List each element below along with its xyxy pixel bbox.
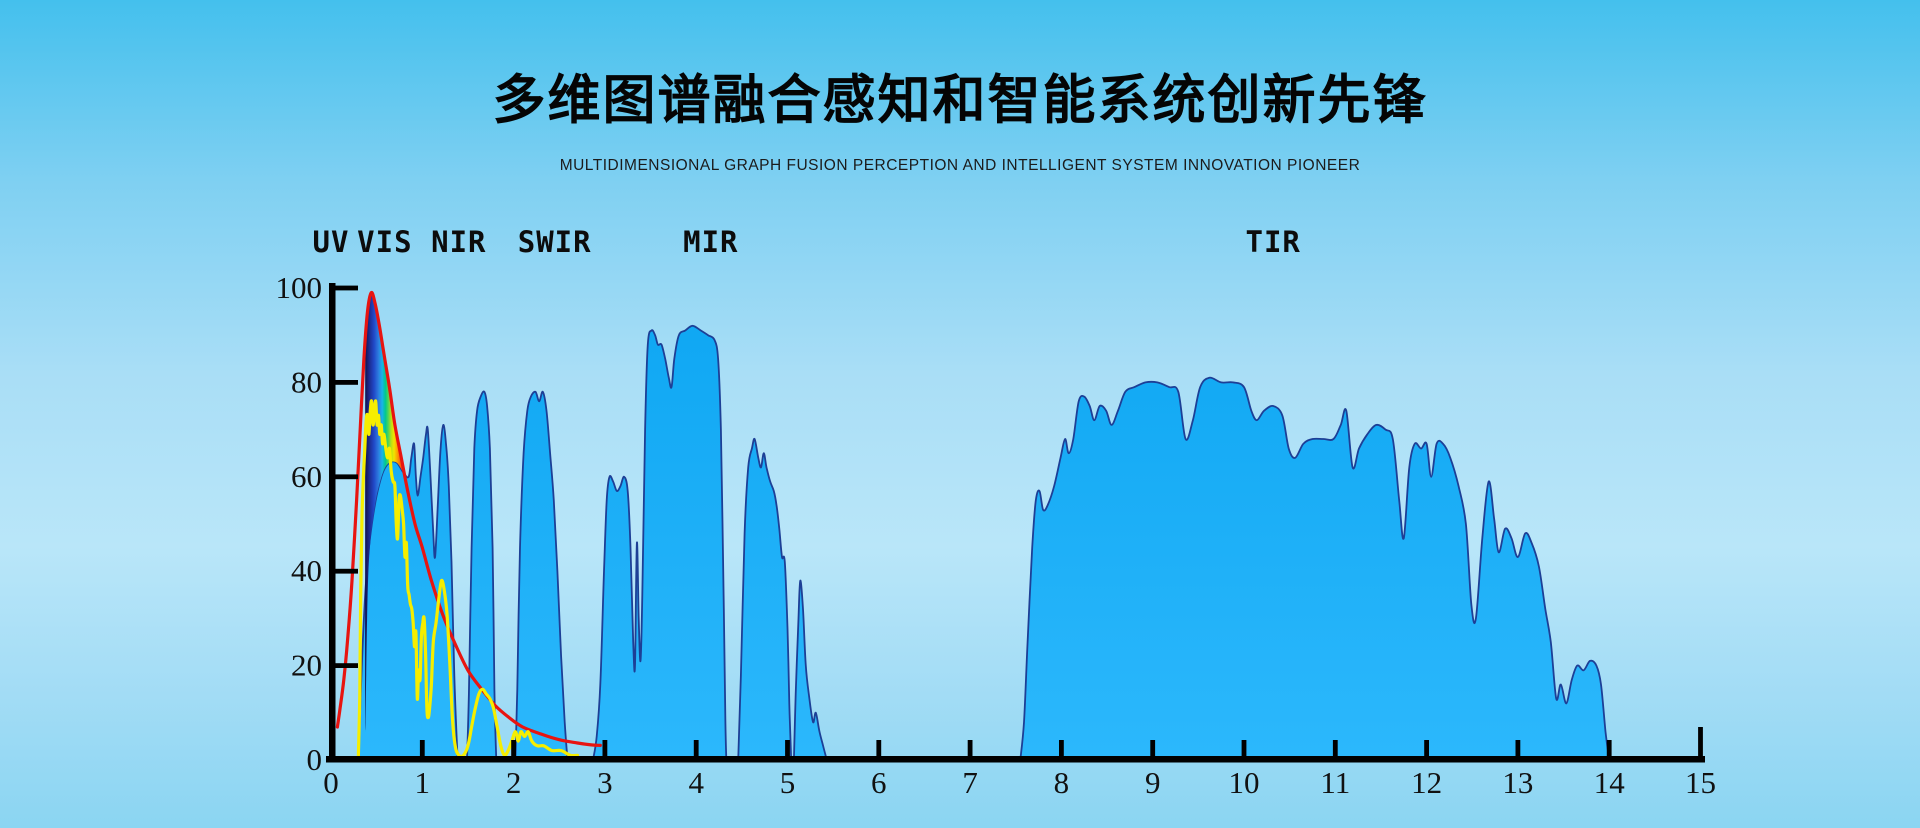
x-tick-label-5: 5	[780, 765, 796, 800]
y-tick-label-100: 100	[276, 270, 323, 305]
x-tick-label-4: 4	[688, 765, 704, 800]
x-tick-10	[1241, 740, 1247, 757]
transmission-window-2	[514, 390, 569, 761]
band-label-tir: TIR	[1246, 225, 1301, 259]
band-label-vis: VIS	[357, 225, 412, 259]
band-label-mir: MIR	[683, 225, 738, 259]
x-tick-label-7: 7	[962, 765, 978, 800]
page-subtitle: MULTIDIMENSIONAL GRAPH FUSION PERCEPTION…	[559, 157, 1361, 174]
top-of-atmosphere-solar-curve	[335, 290, 602, 747]
x-tick-label-0: 0	[323, 765, 339, 800]
y-tick-100	[335, 285, 358, 291]
x-tick-label-2: 2	[506, 765, 522, 800]
x-tick-2	[511, 740, 516, 757]
x-tick-4	[693, 740, 699, 757]
transmission-window-3	[592, 324, 728, 761]
transmission-window-6	[1019, 376, 1611, 761]
page-title: 多维图谱融合感知和智能系统创新先锋	[492, 71, 1428, 130]
transmission-window-4	[737, 437, 793, 761]
band-label-swir: SWIR	[518, 225, 592, 259]
x-tick-label-8: 8	[1054, 765, 1070, 800]
band-label-uv: UV	[313, 225, 350, 259]
x-tick-13	[1515, 740, 1521, 757]
y-tick-20	[335, 663, 358, 668]
x-axis-line	[326, 756, 1705, 763]
band-label-nir: NIR	[431, 225, 486, 259]
x-tick-label-13: 13	[1502, 765, 1533, 800]
x-tick-label-9: 9	[1145, 765, 1161, 800]
y-axis-line	[329, 283, 336, 762]
transmission-window-5	[793, 579, 828, 761]
x-tick-label-12: 12	[1411, 765, 1442, 800]
y-tick-label-80: 80	[291, 364, 322, 399]
x-tick-label-15: 15	[1685, 765, 1716, 800]
x-tick-7	[967, 740, 973, 757]
x-tick-3	[602, 740, 608, 757]
x-tick-14	[1606, 740, 1612, 757]
x-tick-label-1: 1	[415, 765, 431, 800]
y-tick-60	[335, 474, 358, 480]
x-tick-label-11: 11	[1320, 765, 1350, 800]
x-tick-15	[1698, 727, 1703, 757]
x-tick-label-6: 6	[871, 765, 887, 800]
x-tick-11	[1332, 740, 1338, 757]
y-tick-80	[335, 380, 358, 385]
x-tick-5	[785, 740, 790, 757]
x-tick-1	[419, 740, 425, 757]
x-tick-6	[876, 740, 882, 757]
x-tick-12	[1424, 740, 1429, 757]
x-tick-label-10: 10	[1229, 765, 1260, 800]
x-tick-8	[1059, 740, 1064, 757]
surface-solar-curve	[356, 399, 580, 759]
transmission-window-1	[466, 390, 498, 761]
y-tick-label-0: 0	[307, 742, 323, 777]
y-tick-label-20: 20	[291, 648, 322, 683]
x-tick-9	[1150, 740, 1156, 757]
y-tick-40	[335, 568, 358, 574]
y-tick-label-60: 60	[291, 459, 322, 494]
y-tick-label-40: 40	[291, 553, 322, 588]
x-tick-label-3: 3	[597, 765, 613, 800]
x-tick-label-14: 14	[1594, 765, 1626, 800]
